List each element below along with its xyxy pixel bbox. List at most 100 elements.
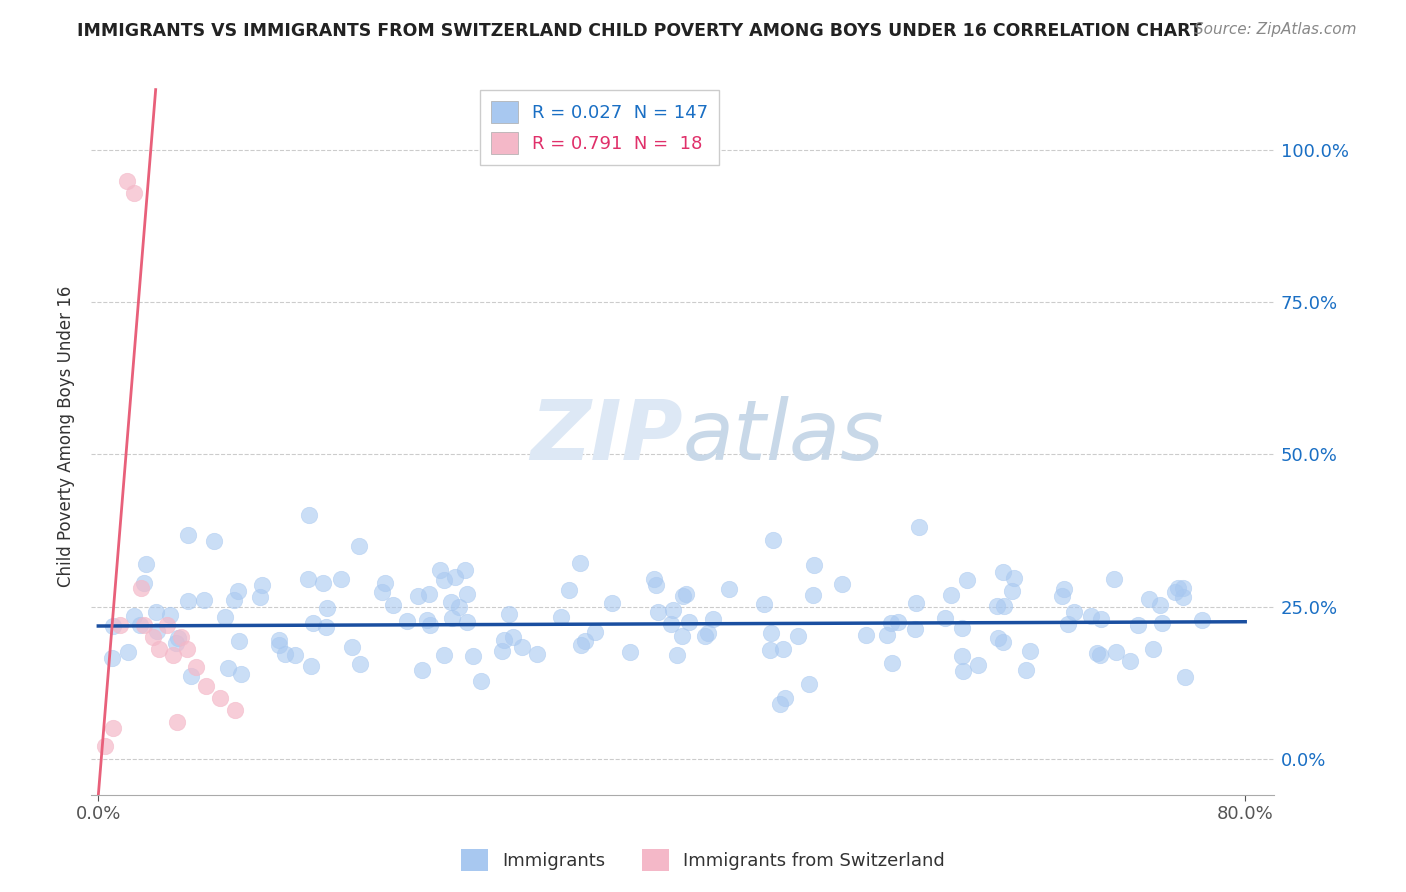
Point (492, 633, 515, 648)
Point (752, 597, 775, 611)
Point (905, 596, 928, 610)
Point (117, 645, 139, 659)
Point (550, 610, 572, 624)
Point (312, 576, 335, 591)
Point (193, 593, 215, 607)
Point (693, 629, 716, 643)
Point (342, 640, 364, 654)
Point (1105, 645, 1128, 659)
Point (672, 590, 695, 604)
Point (1090, 612, 1112, 626)
Point (209, 690, 232, 705)
Point (416, 613, 439, 627)
Legend: Immigrants, Immigrants from Switzerland: Immigrants, Immigrants from Switzerland (454, 842, 952, 879)
Point (993, 599, 1015, 614)
Point (644, 578, 666, 592)
Point (1174, 670, 1197, 684)
Point (224, 703, 246, 717)
Point (558, 582, 581, 597)
Point (214, 610, 236, 624)
Point (273, 648, 295, 662)
Point (1119, 654, 1142, 668)
Point (316, 600, 339, 615)
Point (202, 534, 225, 549)
Point (429, 563, 451, 577)
Point (574, 634, 596, 648)
Point (787, 629, 810, 643)
Point (267, 632, 290, 647)
Point (463, 649, 485, 664)
Point (453, 563, 475, 577)
Point (166, 631, 188, 645)
Point (228, 583, 250, 598)
Point (882, 656, 904, 670)
Point (1019, 643, 1042, 657)
Point (228, 633, 250, 648)
Point (330, 572, 353, 586)
Point (950, 621, 973, 635)
Point (156, 617, 179, 632)
Point (177, 527, 200, 541)
Point (1150, 616, 1173, 631)
Point (411, 663, 433, 677)
Point (103, 618, 125, 632)
Point (1164, 584, 1187, 599)
Point (987, 631, 1010, 645)
Point (165, 636, 187, 650)
Point (697, 625, 720, 640)
Point (1056, 616, 1078, 631)
Point (502, 631, 524, 645)
Point (491, 644, 513, 658)
Point (297, 572, 319, 586)
Point (952, 664, 974, 678)
Point (395, 614, 418, 628)
Point (1171, 591, 1194, 605)
Point (619, 645, 641, 659)
Point (132, 575, 155, 590)
Point (440, 594, 463, 608)
Point (876, 628, 898, 642)
Point (371, 585, 394, 599)
Point (510, 640, 533, 654)
Point (433, 573, 456, 587)
Point (224, 593, 246, 607)
Point (148, 642, 170, 657)
Point (122, 186, 145, 200)
Point (456, 615, 478, 629)
Point (675, 587, 697, 601)
Point (665, 648, 688, 663)
Point (406, 589, 429, 603)
Point (907, 520, 929, 534)
Point (498, 607, 520, 622)
Point (1102, 572, 1125, 586)
Point (583, 624, 606, 639)
Point (702, 612, 724, 626)
Point (993, 634, 1015, 648)
Point (349, 657, 371, 671)
Point (887, 615, 910, 630)
Point (526, 647, 548, 661)
Point (956, 573, 979, 587)
Point (419, 618, 441, 632)
Point (101, 721, 124, 735)
Point (162, 648, 184, 663)
Point (100, 651, 122, 665)
Point (166, 715, 188, 730)
Point (301, 615, 323, 630)
Point (1063, 605, 1085, 619)
Point (772, 641, 794, 656)
Point (315, 620, 337, 634)
Point (1000, 584, 1022, 599)
Point (180, 669, 202, 683)
Point (1080, 608, 1102, 623)
Point (1002, 571, 1025, 585)
Point (1149, 598, 1171, 612)
Point (950, 648, 973, 663)
Point (769, 697, 792, 711)
Point (775, 690, 797, 705)
Point (134, 617, 156, 632)
Point (671, 629, 693, 643)
Text: IMMIGRANTS VS IMMIGRANTS FROM SWITZERLAND CHILD POVERTY AMONG BOYS UNDER 16 CORR: IMMIGRANTS VS IMMIGRANTS FROM SWITZERLAN… (77, 22, 1202, 40)
Point (170, 630, 193, 644)
Point (382, 598, 405, 612)
